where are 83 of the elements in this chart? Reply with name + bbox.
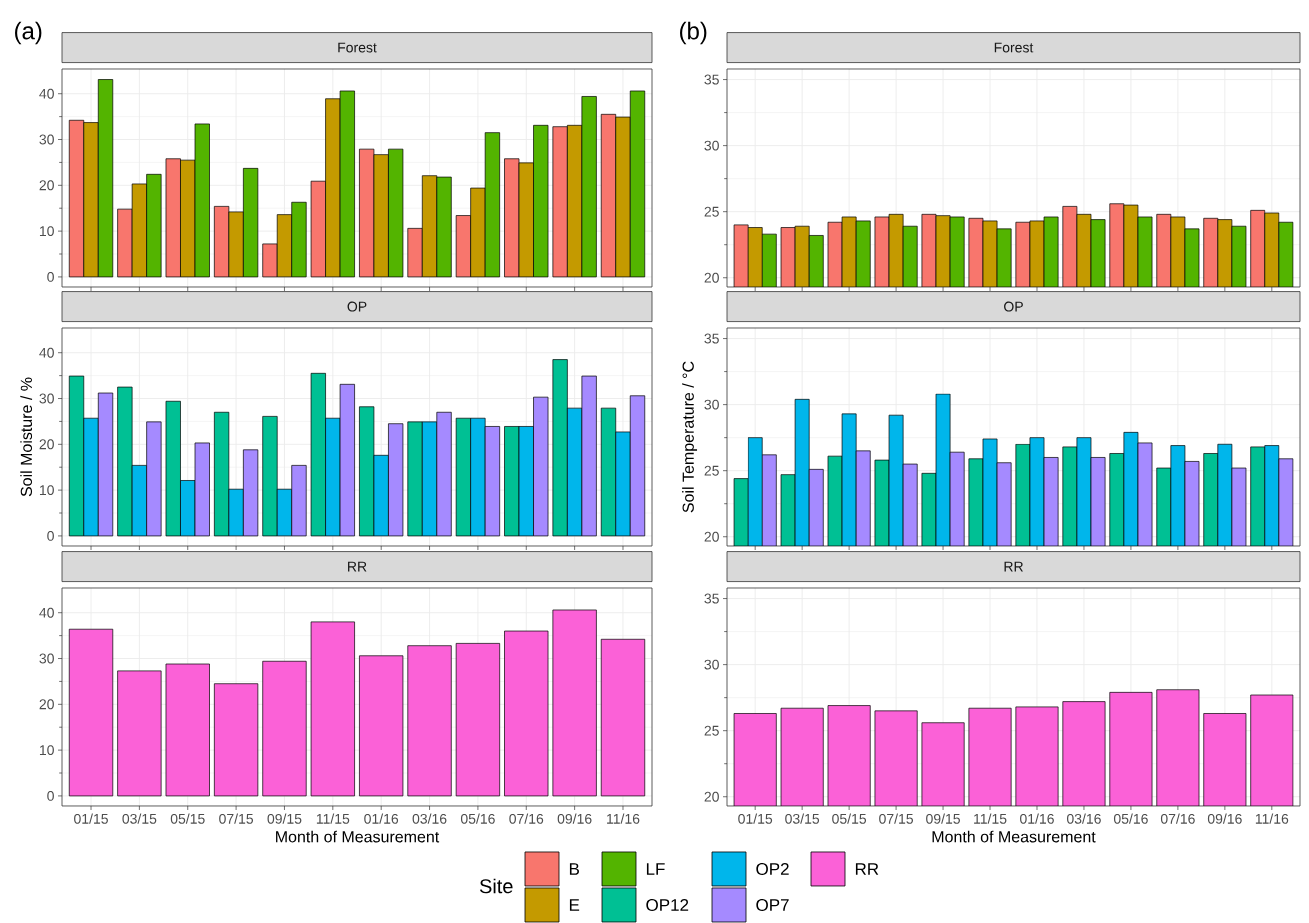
y-tick-label: 10 [39, 745, 54, 756]
y-tick-label: 40 [39, 607, 54, 618]
x-tick-label: 09/15 [267, 813, 302, 824]
x-tick-label: 03/16 [1066, 813, 1101, 824]
y-tick-label: 20 [39, 180, 54, 191]
chart-title: Forest [338, 42, 377, 53]
bar [214, 683, 259, 797]
x-tick-label: 11/15 [316, 813, 350, 824]
y-axis-title: Soil Temperature / °C [682, 361, 698, 513]
x-tick-label: 09/15 [926, 813, 960, 824]
y-tick-label: 30 [704, 659, 719, 670]
legend-label: LF [646, 863, 665, 875]
chart-title: RR [348, 561, 367, 572]
y-tick-label: 40 [39, 347, 54, 358]
bar [68, 628, 114, 797]
y-tick-label: 10 [39, 226, 54, 237]
chart-title: OP [1004, 301, 1023, 312]
y-tick-label: 25 [704, 465, 719, 476]
x-tick-label: 09/16 [1207, 813, 1242, 824]
legend-label: OP2 [756, 862, 789, 876]
x-tick-label: 07/15 [219, 813, 254, 824]
x-tick-label: 01/15 [738, 813, 773, 824]
x-tick-label: 09/16 [557, 813, 592, 824]
y-tick-label: 35 [704, 74, 719, 85]
chart-title: OP [347, 301, 367, 312]
y-tick-label: 20 [704, 531, 719, 542]
text: (b) [680, 21, 707, 45]
y-tick-label: 35 [704, 593, 719, 604]
bar [504, 630, 549, 797]
x-tick-label: 11/16 [1255, 813, 1289, 824]
x-tick-label: 01/16 [1020, 813, 1054, 824]
y-axis-title: Soil Moisture / % [20, 377, 33, 497]
y-tick-label: 20 [39, 439, 54, 450]
y-tick-label: 30 [39, 393, 54, 404]
x-tick-label: 03/16 [412, 813, 447, 824]
bar [600, 638, 646, 797]
x-tick-label: 11/15 [974, 813, 1007, 824]
x-tick-label: 07/16 [1160, 813, 1195, 824]
legend-label: B [569, 863, 579, 875]
x-tick-label: 07/15 [879, 813, 914, 824]
y-tick-label: 35 [704, 333, 719, 344]
y-tick-label: 25 [704, 206, 719, 217]
bar [407, 645, 452, 797]
y-tick-label: 20 [704, 791, 719, 802]
x-tick-label: 11/16 [607, 813, 640, 824]
x-tick-label: 03/15 [785, 813, 820, 824]
y-tick-label: 30 [39, 653, 54, 664]
y-tick-label: 30 [704, 399, 719, 410]
bar [262, 660, 307, 797]
bar [455, 643, 501, 797]
legend-title: Site [479, 878, 513, 894]
bar [165, 663, 210, 797]
y-tick-label: 0 [47, 790, 54, 801]
x-tick-label: 01/16 [364, 813, 399, 824]
y-tick-label: 30 [39, 134, 54, 145]
x-tick-label: 05/16 [460, 813, 495, 824]
y-tick-label: 10 [39, 485, 54, 496]
x-tick-label: 05/15 [832, 813, 867, 824]
x-axis-title: Month of Measurement [932, 830, 1096, 843]
legend-label: RR [855, 863, 879, 875]
y-tick-label: 30 [704, 140, 719, 151]
bar [117, 670, 162, 797]
x-axis-title: Month of Measurement [276, 830, 440, 843]
x-tick-label: 01/15 [74, 813, 108, 824]
x-tick-label: 05/15 [170, 813, 205, 824]
bar [552, 609, 597, 797]
y-tick-label: 20 [704, 272, 719, 283]
chart-title: Forest [994, 42, 1034, 53]
legend-label: E [569, 899, 580, 911]
y-tick-label: 40 [39, 88, 54, 99]
chart-title: RR [1004, 561, 1023, 572]
legend-label: OP7 [756, 898, 789, 912]
y-tick-label: 0 [47, 271, 54, 282]
bar [310, 621, 355, 797]
x-tick-label: 07/16 [509, 813, 544, 824]
y-tick-label: 0 [47, 530, 54, 541]
text: (a) [15, 21, 42, 45]
y-tick-label: 25 [704, 725, 719, 736]
x-tick-label: 03/15 [122, 813, 157, 824]
bar [359, 655, 404, 797]
y-tick-label: 20 [39, 699, 54, 710]
legend-label: OP12 [646, 898, 689, 912]
x-tick-label: 05/16 [1113, 813, 1148, 824]
